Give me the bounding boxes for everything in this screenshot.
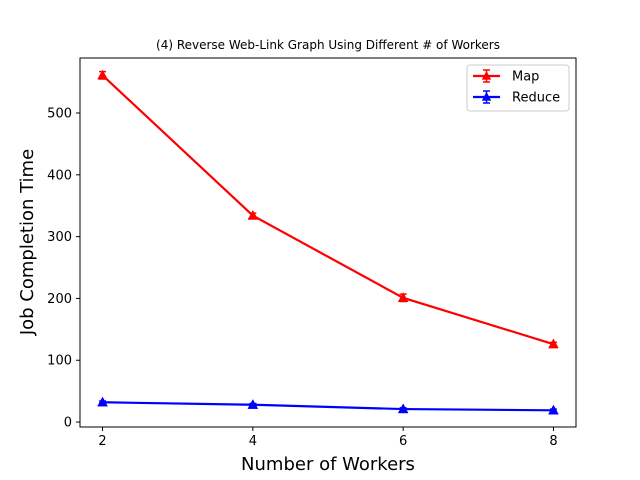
data-point <box>548 404 559 415</box>
x-axis-label: Number of Workers <box>241 454 415 475</box>
legend: Map Reduce <box>466 64 570 112</box>
series-line <box>101 74 554 346</box>
data-point <box>97 69 108 80</box>
legend-item-reduce: Reduce <box>473 90 560 106</box>
y-tick-label: 300 <box>47 230 72 245</box>
y-tick-label: 400 <box>47 168 72 183</box>
series-map <box>97 69 559 349</box>
axis-ticks: 2 4 6 8 0 100 200 300 400 500 <box>47 107 557 449</box>
legend-label: Map <box>512 70 539 85</box>
legend-marker <box>481 70 492 80</box>
data-point <box>548 338 559 349</box>
x-tick-label: 4 <box>249 434 257 449</box>
y-tick-label: 200 <box>47 292 72 307</box>
data-point <box>247 209 259 220</box>
data-point <box>397 292 409 302</box>
series-group <box>97 69 559 415</box>
data-point <box>97 396 108 407</box>
y-tick-label: 100 <box>47 354 72 369</box>
y-tick-label: 0 <box>64 416 72 431</box>
series-reduce <box>97 396 559 415</box>
series-line <box>102 401 554 412</box>
legend-item-map: Map <box>473 69 539 85</box>
plot-frame <box>79 57 577 428</box>
x-tick-label: 6 <box>399 434 407 449</box>
data-point <box>247 399 259 409</box>
legend-marker <box>481 91 492 101</box>
y-axis-label: Job Completion Time <box>17 149 38 336</box>
x-tick-label: 8 <box>549 434 557 449</box>
legend-label: Reduce <box>512 91 560 106</box>
data-point <box>397 403 409 414</box>
chart-title: (4) Reverse Web-Link Graph Using Differe… <box>156 38 500 52</box>
x-tick-label: 2 <box>98 434 106 449</box>
y-tick-label: 500 <box>47 107 72 122</box>
